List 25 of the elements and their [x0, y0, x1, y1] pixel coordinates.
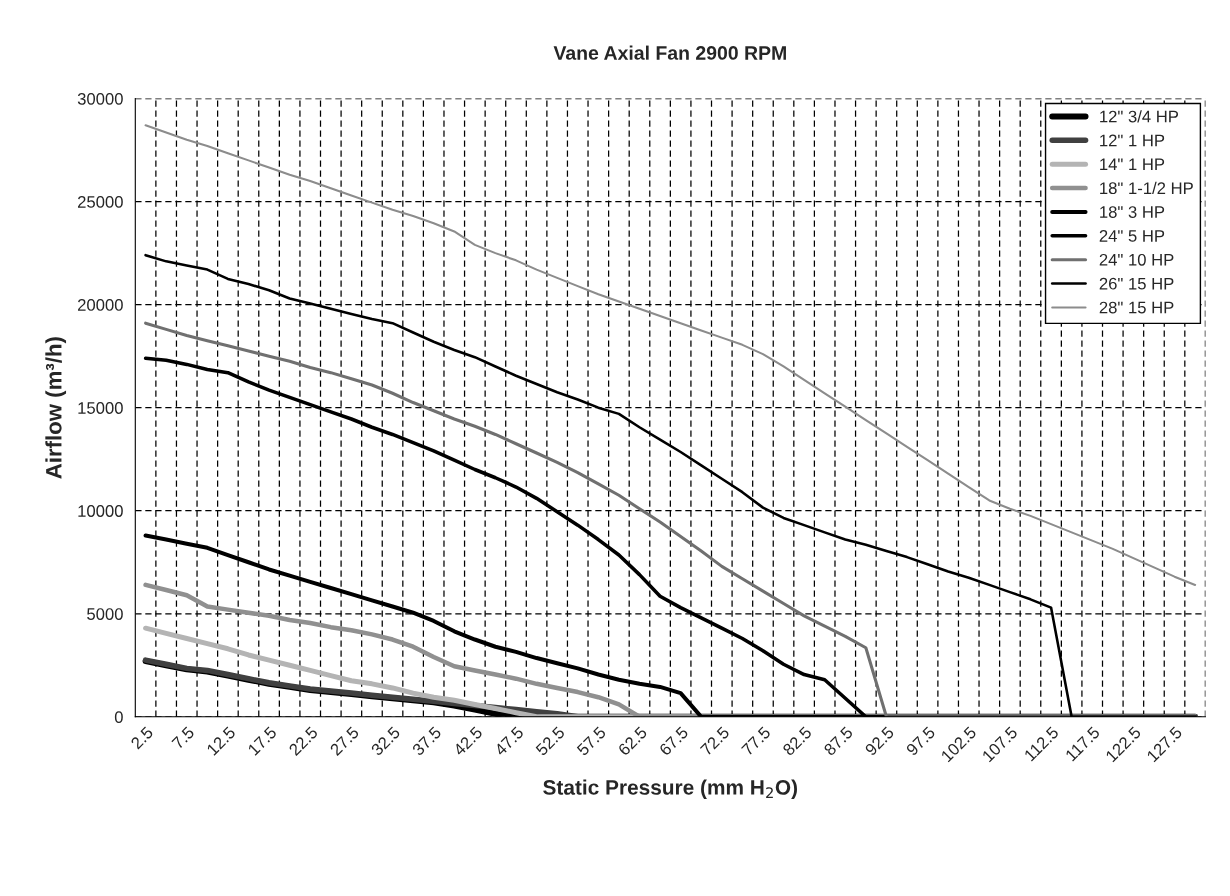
legend-label: 12" 1 HP	[1100, 134, 1165, 147]
y-tick-label: 15000	[78, 402, 123, 414]
x-tick-label: 97.5	[905, 725, 936, 757]
legend-label: 12" 3/4 HP	[1100, 110, 1179, 123]
legend-label: 18" 3 HP	[1100, 206, 1165, 218]
y-tick-label: 30000	[77, 92, 123, 105]
x-axis-title: Static Pressure (mm H$_{2}$O)	[543, 779, 797, 799]
x-tick-label: 47.5	[493, 726, 525, 757]
y-tick-label: 0	[114, 711, 123, 723]
legend-label: 28" 15 HP	[1099, 301, 1174, 314]
legend-label: 24" 5 HP	[1099, 230, 1165, 242]
y-tick-label: 20000	[77, 299, 123, 311]
y-axis-title: Airflow (m³/h)	[45, 337, 67, 479]
y-tick-label: 25000	[77, 196, 123, 208]
legend-label: 18" 1-1/2 HP	[1100, 181, 1193, 195]
legend-label: 26" 15 HP	[1099, 277, 1174, 290]
x-tick-label: 7.5	[171, 726, 195, 750]
y-tick-label: 5000	[87, 608, 123, 620]
legend-label: 24" 10 HP	[1099, 253, 1174, 266]
x-tick-label: 2.5	[130, 725, 154, 750]
x-tick-label: 32.5	[370, 725, 401, 757]
y-tick-label: 10000	[78, 505, 123, 517]
x-tick-label: 62.5	[617, 725, 648, 757]
legend-label: 14" 1 HP	[1100, 158, 1165, 171]
chart-title: Vane Axial Fan 2900 RPM	[553, 45, 786, 60]
